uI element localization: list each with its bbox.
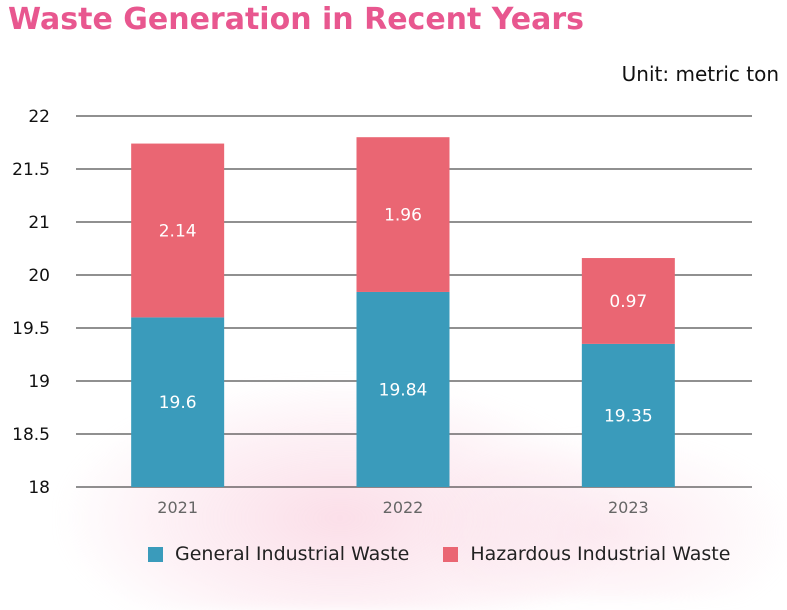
stacked-bar-chart: 22 21.5 21 20 19.5 19 18.5 18 19.6 2.14 19.84 1.96…	[12, 107, 752, 517]
y-tick-label: 21	[28, 213, 50, 233]
x-tick-label: 2023	[608, 498, 649, 517]
y-tick-label: 18	[28, 478, 50, 498]
y-tick-label: 18.5	[12, 425, 50, 445]
y-tick-label: 19	[28, 372, 50, 392]
bar-general-2022	[356, 291, 450, 487]
x-axis-ticks: 2021 2022 2023	[157, 498, 648, 517]
y-axis-ticks: 22 21.5 21 20 19.5 19 18.5 18	[12, 107, 50, 498]
chart-title: Waste Generation in Recent Years	[8, 2, 585, 37]
data-label: 19.6	[159, 393, 197, 413]
x-tick-label: 2021	[157, 498, 198, 517]
unit-label: Unit: metric ton	[621, 62, 779, 86]
legend-label-general: General Industrial Waste	[175, 543, 410, 565]
data-label: 1.96	[384, 206, 422, 226]
y-tick-label: 19.5	[12, 319, 50, 339]
legend-swatch-hazardous	[443, 546, 459, 562]
bars: 19.6 2.14 19.84 1.96 19.35 0.97	[131, 137, 675, 487]
legend: General Industrial Waste Hazardous Indus…	[148, 543, 730, 565]
data-label: 19.35	[604, 406, 653, 426]
bar-general-2023	[581, 343, 675, 487]
y-tick-label: 20	[28, 266, 50, 286]
legend-label-hazardous: Hazardous Industrial Waste	[470, 543, 731, 565]
data-label: 0.97	[609, 292, 647, 312]
x-tick-label: 2022	[383, 498, 424, 517]
legend-item-hazardous: Hazardous Industrial Waste	[443, 543, 730, 565]
bar-hazardous-2021	[131, 143, 225, 318]
bar-hazardous-2023	[581, 258, 675, 344]
bar-general-2021	[131, 317, 225, 487]
data-label: 19.84	[379, 380, 428, 400]
legend-item-general: General Industrial Waste	[148, 543, 409, 565]
y-tick-label: 22	[28, 107, 50, 127]
y-tick-label: 21.5	[12, 160, 50, 180]
data-label: 2.14	[159, 221, 197, 241]
bar-hazardous-2022	[356, 137, 450, 292]
legend-swatch-general	[148, 546, 163, 562]
